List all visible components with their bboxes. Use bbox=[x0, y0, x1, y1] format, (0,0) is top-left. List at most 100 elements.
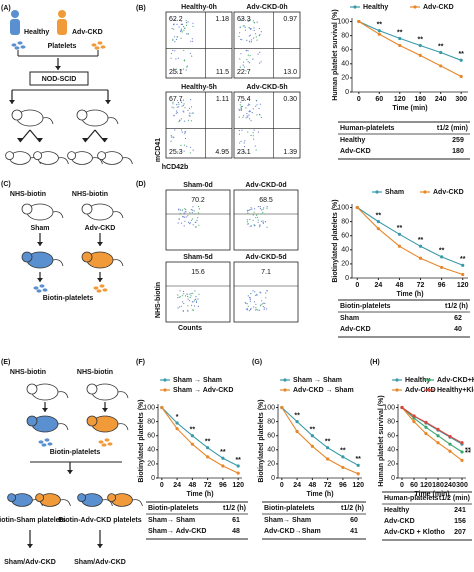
event-dot bbox=[185, 216, 187, 218]
event-dot bbox=[253, 129, 255, 131]
event-dot bbox=[187, 21, 189, 23]
y-tick-label: 80 bbox=[341, 218, 349, 225]
event-dot bbox=[185, 209, 187, 211]
data-point bbox=[236, 464, 240, 468]
event-dot bbox=[181, 105, 183, 107]
data-point bbox=[461, 263, 465, 267]
event-dot bbox=[173, 114, 175, 116]
event-dot bbox=[194, 290, 196, 292]
table-cell: 48 bbox=[232, 528, 240, 535]
event-dot bbox=[180, 37, 182, 39]
legend-label: Sham → Sham bbox=[173, 377, 222, 384]
x-tick-label: 0 bbox=[355, 282, 359, 289]
data-point bbox=[424, 432, 428, 436]
arrow-head bbox=[97, 242, 103, 246]
label: 0.30 bbox=[283, 96, 297, 103]
event-dot bbox=[244, 302, 246, 304]
significance: ** bbox=[310, 427, 316, 434]
event-dot bbox=[238, 108, 240, 110]
event-dot bbox=[180, 29, 182, 31]
label: 62.2 bbox=[169, 16, 183, 23]
event-dot bbox=[174, 50, 176, 52]
event-dot bbox=[246, 112, 248, 115]
event-dot bbox=[179, 212, 181, 214]
table-cell: Healthy bbox=[384, 507, 409, 514]
label: 0.97 bbox=[283, 16, 297, 23]
x-tick-label: 300 bbox=[455, 96, 467, 103]
y-tick-label: 0 bbox=[271, 475, 275, 482]
label: Sham-5d bbox=[183, 254, 213, 261]
event-dot bbox=[257, 221, 259, 223]
y-tick-label: 0 bbox=[345, 275, 349, 282]
mouse-tail bbox=[117, 391, 129, 399]
legend-dot bbox=[427, 378, 431, 382]
mouse-head bbox=[21, 251, 33, 263]
event-dot bbox=[266, 206, 268, 208]
event-dot bbox=[192, 292, 194, 294]
platelet bbox=[98, 440, 104, 444]
x-tick-label: 48 bbox=[308, 482, 316, 489]
label: NHS-biotin bbox=[77, 369, 113, 376]
event-dot bbox=[177, 151, 179, 153]
label: NHS-biotin bbox=[10, 191, 46, 198]
event-dot bbox=[183, 225, 185, 227]
event-dot bbox=[183, 49, 185, 52]
y-tick-label: 0 bbox=[151, 475, 155, 482]
event-dot bbox=[256, 214, 258, 216]
event-dot bbox=[257, 219, 259, 221]
event-dot bbox=[182, 209, 184, 211]
event-dot bbox=[183, 120, 186, 122]
x-tick-label: 240 bbox=[435, 96, 447, 103]
data-point bbox=[448, 434, 452, 439]
label: 13.0 bbox=[283, 69, 297, 76]
data-point bbox=[326, 446, 330, 450]
event-dot bbox=[247, 223, 249, 225]
flow-plot bbox=[233, 261, 299, 323]
label: Sham-0d bbox=[183, 182, 213, 189]
legend-label: Healthy+Klotho bbox=[437, 387, 474, 394]
legend-dot bbox=[413, 5, 417, 9]
x-tick-label: 0 bbox=[357, 96, 361, 103]
label: Healthy-5h bbox=[181, 84, 217, 91]
data-point bbox=[280, 405, 284, 410]
table-cell: 41 bbox=[350, 528, 358, 535]
event-dot bbox=[183, 111, 185, 113]
x-tick-label: 120 bbox=[394, 96, 406, 103]
event-dot bbox=[259, 114, 261, 116]
event-dot bbox=[189, 52, 191, 54]
event-dot bbox=[192, 149, 194, 151]
significance: ** bbox=[438, 43, 444, 50]
box bbox=[29, 71, 89, 86]
event-dot bbox=[187, 305, 189, 307]
event-dot bbox=[182, 68, 184, 70]
event-dot bbox=[171, 106, 173, 108]
event-dot bbox=[250, 120, 252, 122]
event-dot bbox=[180, 144, 182, 146]
event-dot bbox=[183, 26, 185, 28]
event-dot bbox=[177, 297, 179, 299]
event-dot bbox=[255, 217, 257, 219]
y-axis-label: Biotinylated platelets (%) bbox=[332, 199, 339, 282]
y-tick-label: 80 bbox=[147, 418, 155, 425]
event-dot bbox=[260, 292, 262, 294]
x-tick-label: 72 bbox=[204, 482, 212, 489]
y-tick-label: 60 bbox=[387, 433, 395, 440]
event-dot bbox=[188, 300, 190, 302]
event-dot bbox=[259, 62, 261, 64]
event-dot bbox=[248, 27, 250, 29]
event-dot bbox=[247, 295, 249, 297]
mouse-tail bbox=[122, 157, 133, 165]
event-dot bbox=[246, 303, 248, 305]
event-dot bbox=[182, 310, 184, 312]
data-point bbox=[461, 272, 465, 277]
event-dot bbox=[262, 208, 264, 210]
event-dot bbox=[175, 38, 178, 41]
y-tick-label: 80 bbox=[341, 32, 349, 39]
label: 22.7 bbox=[237, 69, 251, 76]
data-point bbox=[376, 227, 380, 231]
y-axis-label: Human platelet survival (%) bbox=[378, 395, 385, 486]
event-dot bbox=[182, 104, 184, 106]
label: Platelets bbox=[48, 43, 77, 50]
data-point bbox=[175, 421, 179, 425]
event-dot bbox=[261, 209, 263, 211]
